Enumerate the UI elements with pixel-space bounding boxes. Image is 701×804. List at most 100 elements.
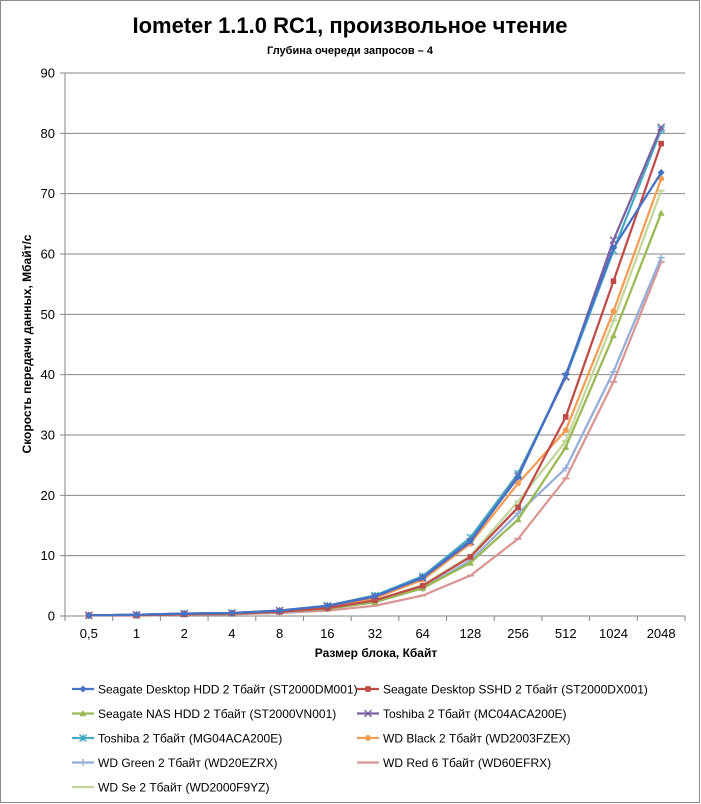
legend-item: Seagate Desktop SSHD 2 Тбайт (ST2000DX00…	[357, 683, 648, 697]
legend-item: WD Se 2 Тбайт (WD2000F9YZ)	[72, 781, 270, 795]
data-point	[610, 308, 617, 315]
x-tick-label: 64	[415, 626, 429, 641]
legend-label: WD Green 2 Тбайт (WD20EZRX)	[98, 756, 278, 770]
x-tick-label: 2	[181, 626, 188, 641]
y-tick-label: 0	[48, 609, 55, 624]
legend-label: WD Black 2 Тбайт (WD2003FZEX)	[383, 732, 571, 746]
data-point	[562, 464, 570, 472]
chart-title: Iometer 1.1.0 RC1, произвольное чтение	[132, 13, 567, 38]
y-tick-label: 90	[41, 66, 55, 81]
series-line	[88, 178, 663, 617]
series-line	[88, 126, 663, 617]
data-point	[658, 140, 664, 147]
x-tick-label: 128	[460, 626, 482, 641]
legend-label: WD Red 6 Тбайт (WD60EFRX)	[383, 756, 551, 770]
data-point	[515, 480, 522, 487]
series-line	[88, 257, 663, 617]
x-tick-label: 2048	[647, 626, 676, 641]
legend-item: Seagate NAS HDD 2 Тбайт (ST2000VN001)	[72, 707, 336, 721]
data-point	[514, 515, 522, 523]
y-tick-label: 30	[41, 428, 55, 443]
data-point	[562, 427, 569, 434]
x-tick-label: 0,5	[80, 626, 98, 641]
legend-item: WD Black 2 Тбайт (WD2003FZEX)	[357, 732, 571, 746]
legend-label: Seagate Desktop SSHD 2 Тбайт (ST2000DX00…	[383, 683, 648, 697]
data-point	[371, 592, 379, 600]
series-2	[86, 140, 664, 619]
data-point	[133, 611, 141, 619]
y-tick-label: 50	[41, 307, 55, 322]
series-line	[88, 143, 663, 617]
data-point	[562, 443, 570, 450]
y-tick-label: 40	[41, 367, 55, 382]
data-point	[419, 573, 427, 581]
series-7	[85, 254, 665, 619]
data-point	[467, 554, 474, 560]
data-point	[657, 209, 665, 216]
data-point	[657, 169, 665, 177]
data-point	[657, 254, 665, 262]
series-3	[85, 209, 665, 619]
y-tick-label: 70	[41, 186, 55, 201]
x-tick-label: 1024	[599, 626, 628, 641]
y-tick-label: 10	[41, 548, 55, 563]
x-tick-label: 256	[507, 626, 529, 641]
data-point	[372, 597, 378, 604]
legend-marker	[365, 686, 371, 692]
y-tick-label: 80	[41, 126, 55, 141]
chart-subtitle: Глубина очереди запросов – 4	[267, 45, 434, 57]
legend-item: Toshiba 2 Тбайт (MG04ACA200E)	[72, 732, 282, 746]
x-tick-label: 1	[133, 626, 140, 641]
legend-label: Seagate NAS HDD 2 Тбайт (ST2000VN001)	[98, 707, 336, 721]
legend-item: Seagate Desktop HDD 2 Тбайт (ST2000DM001…	[72, 683, 358, 697]
legend-item: WD Red 6 Тбайт (WD60EFRX)	[357, 756, 551, 770]
data-point	[610, 278, 617, 284]
data-point	[514, 473, 522, 481]
data-point	[609, 368, 617, 376]
data-point	[466, 559, 474, 566]
legend-marker	[365, 735, 371, 741]
x-axis-ticks: 0,5 1 2 4 8 16 32 64 128 256 512 1024 2048	[80, 626, 676, 641]
series-5	[84, 125, 666, 620]
data-point	[562, 414, 569, 420]
legend-marker	[79, 685, 87, 693]
legend-label: WD Se 2 Тбайт (WD2000F9YZ)	[98, 781, 270, 795]
legend-marker	[364, 709, 372, 718]
x-tick-label: 4	[228, 626, 235, 641]
y-tick-label: 60	[41, 247, 55, 262]
x-axis-label: Размер блока, Кбайт	[315, 646, 438, 660]
x-tick-label: 512	[555, 626, 577, 641]
legend-marker	[79, 759, 87, 766]
data-point	[276, 607, 284, 615]
x-tick-label: 16	[320, 626, 334, 641]
legend-item: Toshiba 2 Тбайт (MC04ACA200E)	[357, 707, 567, 721]
data-point	[180, 610, 188, 618]
series-line	[88, 171, 663, 617]
legend-label: Toshiba 2 Тбайт (MG04ACA200E)	[98, 732, 282, 746]
data-point	[657, 123, 666, 132]
y-axis-label: Скорость передачи данных, Мбайт/с	[20, 234, 34, 453]
legend-item: WD Green 2 Тбайт (WD20EZRX)	[72, 756, 278, 770]
x-tick-label: 8	[276, 626, 283, 641]
series-line	[88, 129, 663, 617]
legend-marker	[79, 710, 87, 717]
series-6	[85, 175, 665, 619]
data-point	[323, 602, 331, 610]
data-point	[466, 537, 474, 545]
series-line	[88, 261, 663, 617]
legend: Seagate Desktop HDD 2 Тбайт (ST2000DM001…	[72, 683, 648, 795]
series-8	[85, 260, 665, 617]
y-tick-label: 20	[41, 488, 55, 503]
series-layer	[84, 123, 666, 620]
series-4	[84, 123, 666, 620]
data-point	[515, 504, 521, 511]
data-point	[609, 331, 617, 339]
legend-label: Seagate Desktop HDD 2 Тбайт (ST2000DM001…	[98, 683, 358, 697]
data-point	[85, 611, 93, 619]
data-point	[419, 583, 426, 589]
series-1	[85, 169, 665, 619]
data-point	[609, 244, 617, 252]
legend-marker	[79, 734, 87, 742]
data-point	[562, 371, 570, 379]
